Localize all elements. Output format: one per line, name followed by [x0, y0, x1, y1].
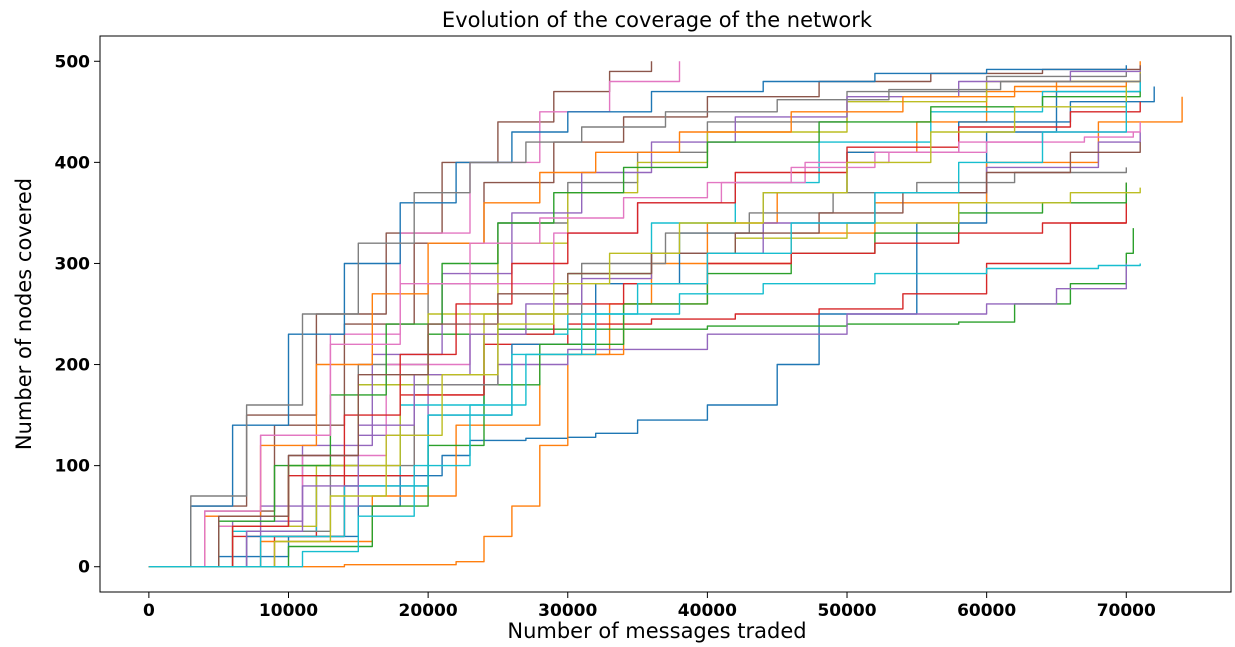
series-line-28: [148, 73, 1141, 568]
y-tick-label: 100: [55, 457, 91, 477]
series-line-30: [148, 101, 1127, 568]
series-line-9: [148, 66, 1141, 568]
x-tick-label: 30000: [538, 601, 597, 621]
series-line-20: [148, 263, 1141, 568]
x-tick-label: 0: [143, 601, 155, 621]
chart-title: Evolution of the coverage of the network: [442, 8, 873, 32]
series-line-13: [148, 182, 1127, 568]
series-line-21: [148, 65, 1127, 568]
series-line-24: [148, 101, 1141, 568]
x-axis-ticks: 0 10000 20000 30000 40000 50000 60000 70000: [143, 592, 1156, 621]
series-line-15: [148, 66, 1141, 568]
series-line-27: [148, 121, 1141, 568]
y-tick-label: 500: [55, 52, 91, 72]
series-line-18: [148, 167, 1127, 568]
x-tick-label: 50000: [817, 601, 876, 621]
series-line-22: [148, 81, 1127, 568]
series-line-14: [148, 222, 1127, 568]
x-tick-label: 60000: [957, 601, 1016, 621]
y-tick-label: 200: [55, 356, 91, 376]
series-line-19: [148, 187, 1141, 568]
series-line-16: [148, 65, 1141, 568]
series-line-29: [148, 86, 1127, 568]
y-axis-ticks: 0 100 200 300 400 500: [55, 52, 100, 578]
plot-frame: [99, 35, 1232, 593]
y-axis-label: Number of nodes covered: [12, 178, 36, 450]
plot-lines: [148, 61, 1183, 568]
y-tick-label: 300: [55, 254, 91, 274]
y-tick-label: 0: [78, 558, 90, 578]
x-tick-label: 20000: [399, 601, 458, 621]
y-tick-label: 400: [55, 153, 91, 173]
x-tick-label: 70000: [1097, 601, 1156, 621]
series-line-26: [148, 142, 1141, 568]
series-line-4: [148, 182, 1127, 568]
series-line-23: [148, 91, 1141, 568]
series-line-8: [148, 71, 1127, 568]
x-tick-label: 40000: [678, 601, 737, 621]
series-line-1: [148, 71, 1141, 568]
x-axis-label: Number of messages traded: [507, 619, 806, 643]
x-tick-label: 10000: [259, 601, 318, 621]
